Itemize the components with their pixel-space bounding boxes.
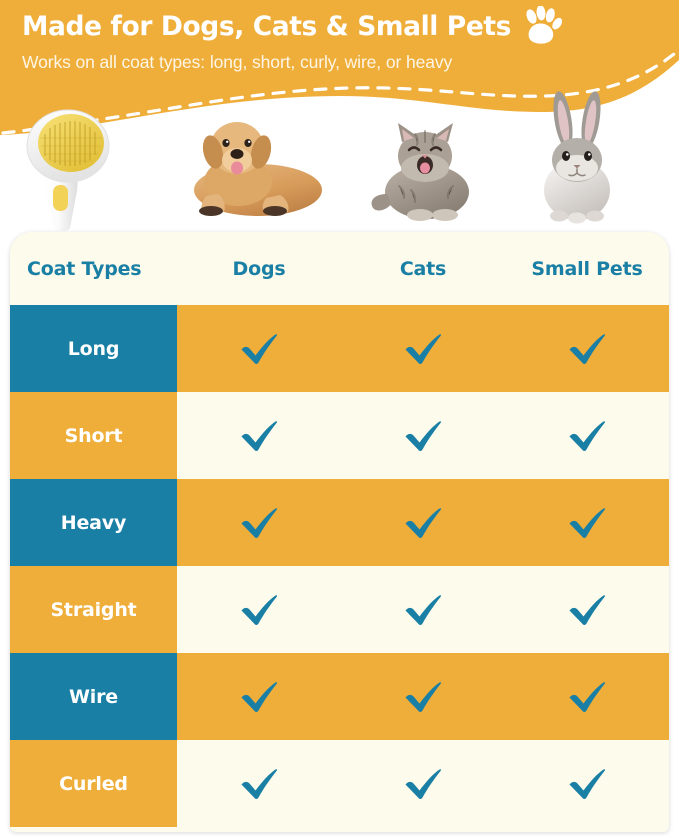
check-cell-wire-small-pets — [505, 653, 669, 740]
table-row: Long — [10, 305, 669, 392]
checkmark-icon — [569, 420, 606, 451]
column-header-coat-types: Coat Types — [27, 257, 142, 280]
check-cell-short-dogs — [177, 392, 341, 479]
coat-type-comparison-table: Coat Types Dogs Cats Small Pets Long — [10, 232, 669, 832]
checkmark-icon — [405, 768, 442, 799]
table-row: Straight — [10, 566, 669, 653]
row-label-long: Long — [10, 305, 177, 392]
check-cell-heavy-small-pets — [505, 479, 669, 566]
check-cell-straight-cats — [341, 566, 505, 653]
checkmark-icon — [405, 333, 442, 364]
page-subtitle: Works on all coat types: long, short, cu… — [22, 52, 453, 72]
row-label-wire: Wire — [10, 653, 177, 740]
check-cell-curled-cats — [341, 740, 505, 827]
header-banner: Made for Dogs, Cats & Small Pets Works o… — [0, 0, 679, 160]
checkmark-icon — [569, 768, 606, 799]
check-cell-long-small-pets — [505, 305, 669, 392]
checkmark-icon — [405, 507, 442, 538]
row-label-straight: Straight — [10, 566, 177, 653]
table-row: Curled — [10, 740, 669, 827]
table-row: Heavy — [10, 479, 669, 566]
checkmark-icon — [241, 333, 278, 364]
checkmark-icon — [569, 594, 606, 625]
column-header-cats: Cats — [399, 257, 447, 280]
check-cell-wire-cats — [341, 653, 505, 740]
row-label-heavy: Heavy — [10, 479, 177, 566]
table-header-row: Coat Types Dogs Cats Small Pets — [10, 232, 669, 305]
checkmark-icon — [405, 420, 442, 451]
checkmark-icon — [241, 507, 278, 538]
check-cell-curled-dogs — [177, 740, 341, 827]
checkmark-icon — [241, 594, 278, 625]
check-cell-heavy-dogs — [177, 479, 341, 566]
check-cell-wire-dogs — [177, 653, 341, 740]
checkmark-icon — [569, 507, 606, 538]
check-cell-straight-small-pets — [505, 566, 669, 653]
check-cell-long-dogs — [177, 305, 341, 392]
check-cell-straight-dogs — [177, 566, 341, 653]
checkmark-icon — [569, 333, 606, 364]
banner-text-block: Made for Dogs, Cats & Small Pets Works o… — [22, 6, 622, 73]
column-header-small-pets: Small Pets — [531, 257, 643, 280]
checkmark-icon — [405, 594, 442, 625]
check-cell-heavy-cats — [341, 479, 505, 566]
checkmark-icon — [241, 768, 278, 799]
paw-print-icon — [526, 6, 563, 44]
table-row: Wire — [10, 653, 669, 740]
check-cell-curled-small-pets — [505, 740, 669, 827]
checkmark-icon — [405, 681, 442, 712]
checkmark-icon — [241, 420, 278, 451]
column-header-dogs: Dogs — [232, 257, 286, 280]
row-label-short: Short — [10, 392, 177, 479]
checkmark-icon — [569, 681, 606, 712]
check-cell-short-cats — [341, 392, 505, 479]
check-cell-long-cats — [341, 305, 505, 392]
check-cell-short-small-pets — [505, 392, 669, 479]
page-title: Made for Dogs, Cats & Small Pets — [22, 11, 512, 43]
row-label-curled: Curled — [10, 740, 177, 827]
table-row: Short — [10, 392, 669, 479]
checkmark-icon — [241, 681, 278, 712]
